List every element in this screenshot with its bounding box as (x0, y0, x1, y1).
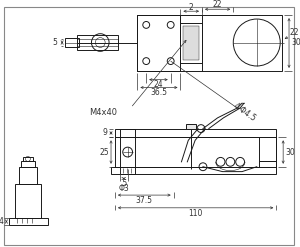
Bar (181, 23, 202, 63)
Bar (259, 137, 276, 161)
Text: 4-Φ4.5: 4-Φ4.5 (232, 101, 258, 123)
Bar (115, 129, 276, 137)
Text: 24: 24 (153, 80, 163, 89)
Bar (186, 124, 196, 129)
Bar (19, 167, 37, 184)
Text: 22: 22 (213, 0, 222, 9)
Bar (23, 157, 33, 161)
Text: 37.5: 37.5 (136, 196, 153, 206)
Bar (259, 161, 276, 167)
Bar (183, 26, 199, 60)
Bar (15, 184, 41, 218)
Bar (111, 167, 276, 174)
Text: 22: 22 (289, 28, 299, 37)
Bar (115, 137, 276, 167)
Text: 9: 9 (103, 128, 108, 138)
Bar (137, 15, 181, 71)
Text: 110: 110 (188, 209, 202, 218)
Text: 30: 30 (291, 38, 300, 47)
Bar (120, 129, 136, 174)
Bar (21, 161, 35, 167)
Text: .5: .5 (120, 179, 127, 188)
Bar (9, 218, 48, 226)
Bar (137, 15, 282, 71)
Text: 36.5: 36.5 (150, 88, 167, 97)
Bar (65, 38, 79, 47)
Text: 30: 30 (285, 147, 295, 157)
Text: 2: 2 (189, 3, 194, 12)
Text: 5: 5 (53, 38, 58, 47)
Text: Φ3: Φ3 (118, 184, 129, 193)
Text: 4: 4 (0, 217, 4, 226)
Text: M4x40: M4x40 (89, 108, 117, 117)
Bar (77, 35, 118, 50)
Text: 25: 25 (99, 147, 109, 157)
